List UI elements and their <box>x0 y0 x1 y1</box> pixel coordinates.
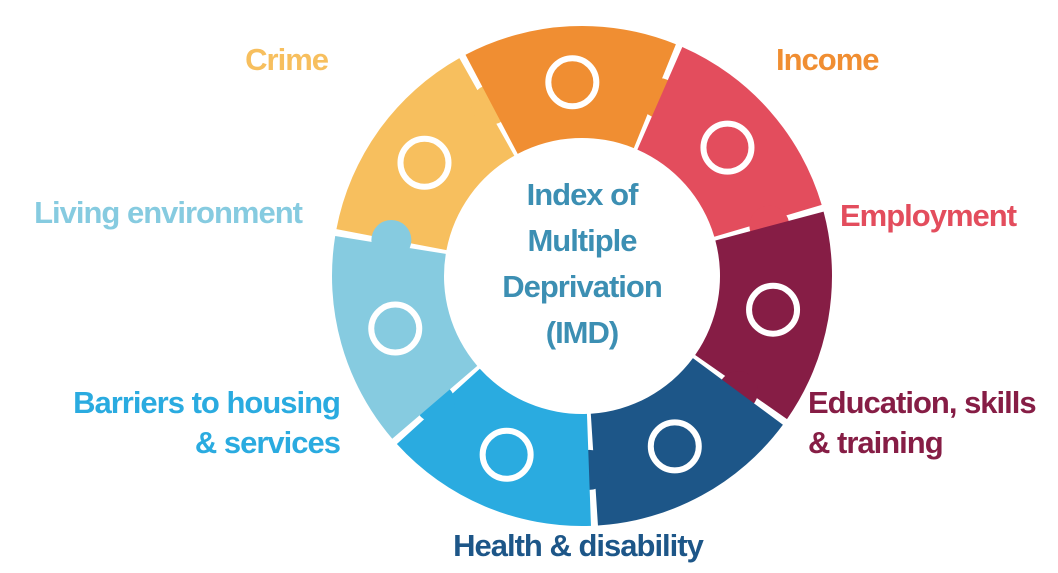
domain-label: Health & disability <box>453 528 704 563</box>
icon <box>746 282 801 337</box>
domain-label: & training <box>808 425 943 460</box>
center-title: (IMD) <box>546 315 618 350</box>
ring-segment <box>336 58 515 251</box>
ring-segment <box>590 358 783 526</box>
icon <box>545 55 600 110</box>
domain-label: Living environment <box>34 195 303 230</box>
domain-label: Income <box>776 42 879 77</box>
puzzle-knob <box>371 219 412 260</box>
icon <box>700 120 755 175</box>
domain-label: & services <box>195 425 340 460</box>
ring-segment <box>465 26 676 154</box>
center-title: Deprivation <box>502 269 662 304</box>
center-title: Index of <box>527 177 640 212</box>
center-title: Multiple <box>527 223 637 258</box>
icon <box>479 427 534 482</box>
icon <box>647 419 702 474</box>
ring-segment <box>637 47 822 237</box>
ring-segment <box>332 236 478 439</box>
domain-label: Employment <box>840 198 1017 233</box>
icon <box>397 135 452 190</box>
domain-label: Barriers to housing <box>73 385 340 420</box>
icon <box>368 301 423 356</box>
ring-segment <box>695 211 833 420</box>
domain-label: Crime <box>245 42 329 77</box>
domain-label: Education, skills <box>808 385 1036 420</box>
